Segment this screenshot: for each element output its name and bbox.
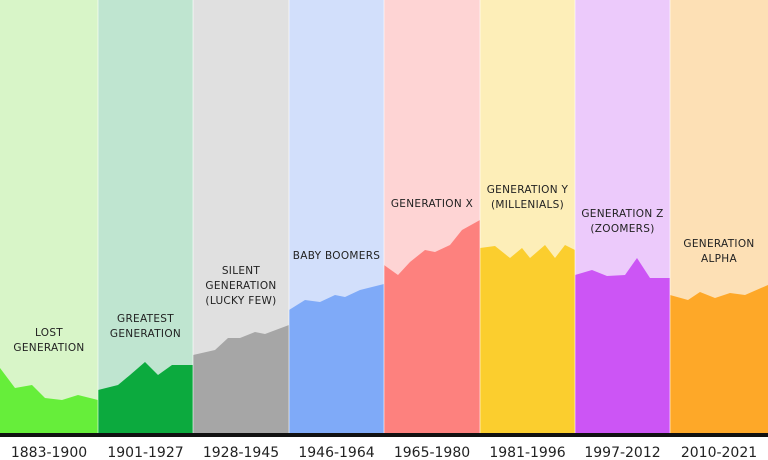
generation-name: GENERATION Z: [581, 208, 663, 220]
generation-years: 1965-1980: [394, 445, 470, 460]
generation-years: 1981-1996: [489, 445, 565, 460]
generation-name: BABY BOOMERS: [293, 250, 381, 262]
column-background: [98, 0, 193, 434]
generation-name: SILENT: [222, 265, 261, 277]
generation-years: 2010-2021: [681, 445, 757, 460]
column-area: [98, 362, 193, 434]
generation-name: (MILLENIALS): [491, 199, 564, 211]
generation-name: GENERATION: [13, 342, 84, 354]
generation-name: GENERATION: [205, 280, 276, 292]
baseline: [0, 433, 768, 437]
generation-name: ALPHA: [701, 253, 737, 265]
column-area: [289, 284, 384, 434]
column-area: [193, 325, 289, 434]
generation-years: 1901-1927: [107, 445, 183, 460]
column-background: [0, 0, 98, 434]
generation-name: (ZOOMERS): [590, 223, 654, 235]
column-area: [384, 220, 480, 434]
generation-name: GENERATION Y: [487, 184, 569, 196]
generation-years: 1946-1964: [298, 445, 374, 460]
generation-name: GENERATION: [110, 328, 181, 340]
generation-name: (LUCKY FEW): [205, 295, 276, 307]
generation-name: GENERATION X: [391, 198, 473, 210]
generation-years: 1997-2012: [584, 445, 660, 460]
column-area: [0, 368, 98, 434]
column-area: [480, 245, 575, 434]
column-area: [575, 258, 670, 434]
generation-name: GREATEST: [117, 313, 174, 325]
generation-name: GENERATION: [683, 238, 754, 250]
column-area: [670, 285, 768, 434]
generation-years: 1928-1945: [203, 445, 279, 460]
generation-name: LOST: [35, 327, 63, 339]
generation-years: 1883-1900: [11, 445, 87, 460]
